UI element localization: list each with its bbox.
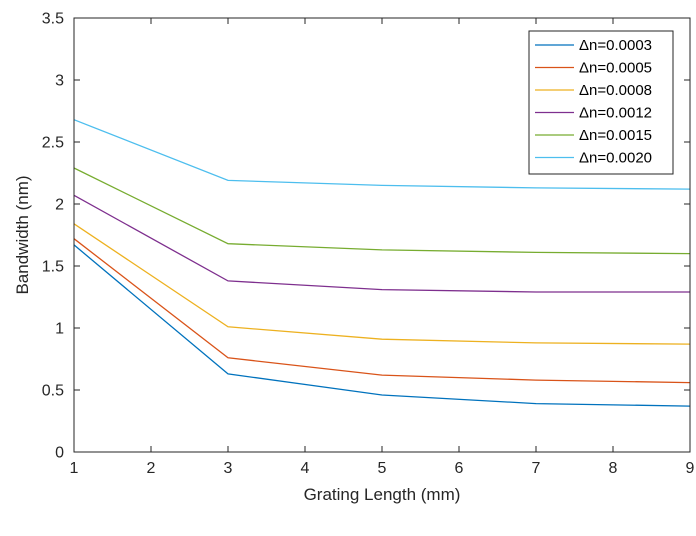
- y-tick-label: 2.5: [42, 135, 64, 152]
- x-tick-label: 9: [686, 460, 695, 477]
- y-tick-label: 1.5: [42, 259, 64, 276]
- legend-label-6: Δn=0.0020: [579, 150, 652, 167]
- series-layer: [73, 119, 691, 407]
- y-tick-label: 2: [55, 197, 64, 214]
- series-line-6: [73, 119, 691, 190]
- series-line-3: [73, 223, 691, 345]
- x-tick-label: 8: [609, 460, 618, 477]
- x-tick-label: 3: [224, 460, 233, 477]
- y-tick-label: 3: [55, 73, 64, 90]
- x-axis-label: Grating Length (mm): [304, 485, 461, 504]
- series-line-4: [73, 194, 690, 293]
- y-tick-label: 0.5: [42, 383, 64, 400]
- x-tick-label: 2: [147, 460, 156, 477]
- series-line-2: [73, 238, 691, 384]
- y-axis-label: Bandwidth (nm): [13, 175, 32, 294]
- y-tick-label: 0: [55, 445, 64, 462]
- legend-label-2: Δn=0.0005: [579, 60, 652, 77]
- series-line-1: [73, 244, 691, 407]
- legend: Δn=0.0003 Δn=0.0005 Δn=0.0008 Δn=0.0012 Δn=0…: [528, 30, 674, 175]
- x-tick-label: 5: [378, 460, 387, 477]
- legend-label-1: Δn=0.0003: [579, 37, 652, 54]
- legend-box: [528, 30, 674, 175]
- x-tick-label: 4: [301, 460, 310, 477]
- legend-label-4: Δn=0.0012: [579, 105, 652, 122]
- x-tick-label: 1: [70, 460, 79, 477]
- y-tick-label: 1: [55, 321, 64, 338]
- x-tick-label: 6: [455, 460, 464, 477]
- series-line-5: [73, 167, 691, 255]
- axes-layer: 1 2 3 4 5 6 7 8 9 0 0.5 1 1.5 2 2.5 3 3.5: [42, 11, 695, 478]
- legend-label-5: Δn=0.0015: [579, 127, 652, 144]
- x-tick-label: 7: [532, 460, 541, 477]
- legend-label-3: Δn=0.0008: [579, 82, 652, 99]
- y-tick-label: 3.5: [42, 11, 64, 28]
